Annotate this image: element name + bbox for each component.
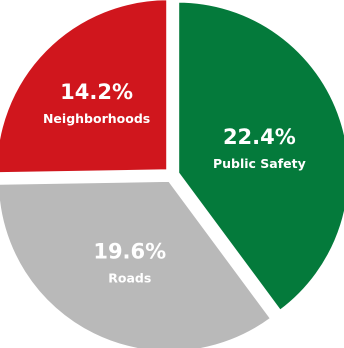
slice-value-label: 19.6% [93, 240, 166, 264]
slice-value-label: 22.4% [223, 125, 296, 149]
pie-slice-roads [0, 178, 274, 348]
pie-slice-neighborhoods [0, 0, 170, 176]
slice-value-label: 14.2% [60, 80, 133, 104]
pie-slice-public-safety [176, 0, 344, 314]
slice-category-label: Roads [108, 271, 151, 286]
slice-category-label: Public Safety [213, 156, 306, 171]
slice-category-label: Neighborhoods [43, 111, 150, 126]
pie-labels: 22.4% Public Safety 19.6% Roads 14.2% Neighbo… [43, 80, 306, 286]
